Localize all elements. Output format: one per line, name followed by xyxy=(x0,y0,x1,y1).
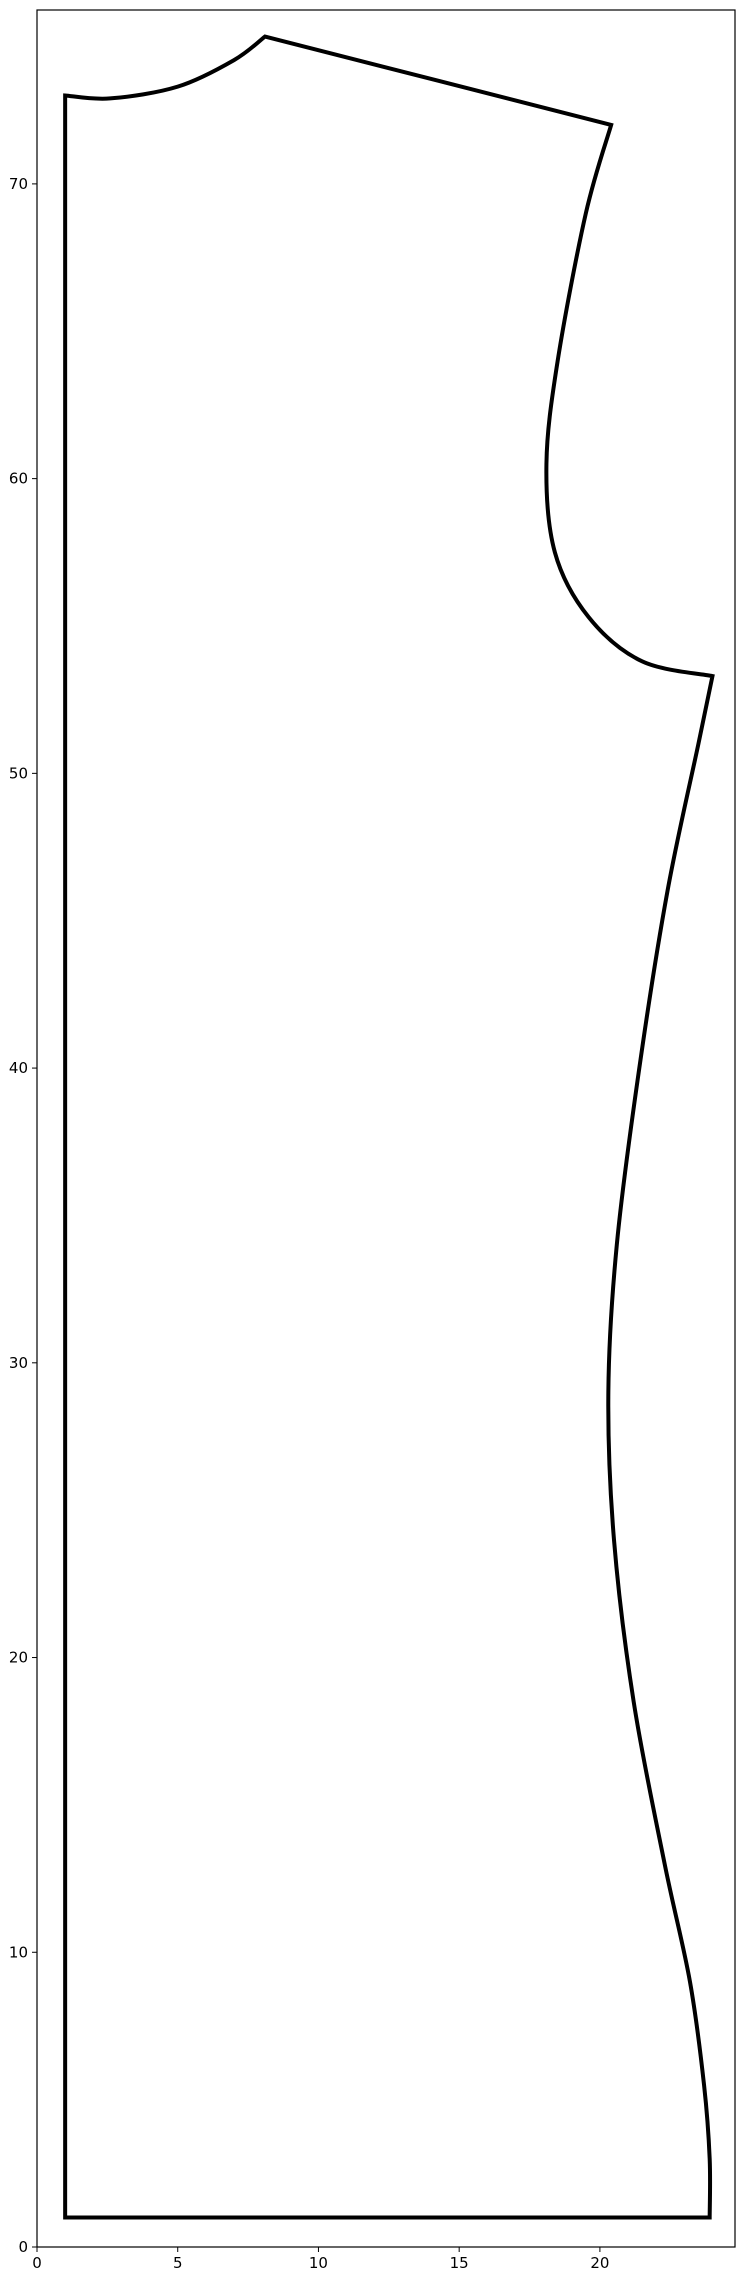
y-tick-label: 20 xyxy=(9,1649,28,1667)
y-tick-label: 70 xyxy=(9,175,28,193)
y-tick-label: 0 xyxy=(18,2238,28,2256)
x-tick-label: 10 xyxy=(309,2254,328,2272)
pattern-outline-series-0 xyxy=(63,34,715,2220)
x-tick-label: 5 xyxy=(173,2254,183,2272)
y-tick-label: 60 xyxy=(9,470,28,488)
plot-area xyxy=(63,34,715,2220)
x-tick-label: 20 xyxy=(590,2254,609,2272)
axes: 0 5 10 15 20 0 10 20 30 40 50 60 70 xyxy=(9,9,736,2272)
x-tick-label: 0 xyxy=(32,2254,42,2272)
y-tick-label: 50 xyxy=(9,764,28,782)
axes-frame xyxy=(36,9,736,2248)
x-tick-label: 15 xyxy=(450,2254,469,2272)
y-tick-label: 40 xyxy=(9,1059,28,1077)
y-tick-label: 10 xyxy=(9,1943,28,1961)
y-tick-label: 30 xyxy=(9,1354,28,1372)
